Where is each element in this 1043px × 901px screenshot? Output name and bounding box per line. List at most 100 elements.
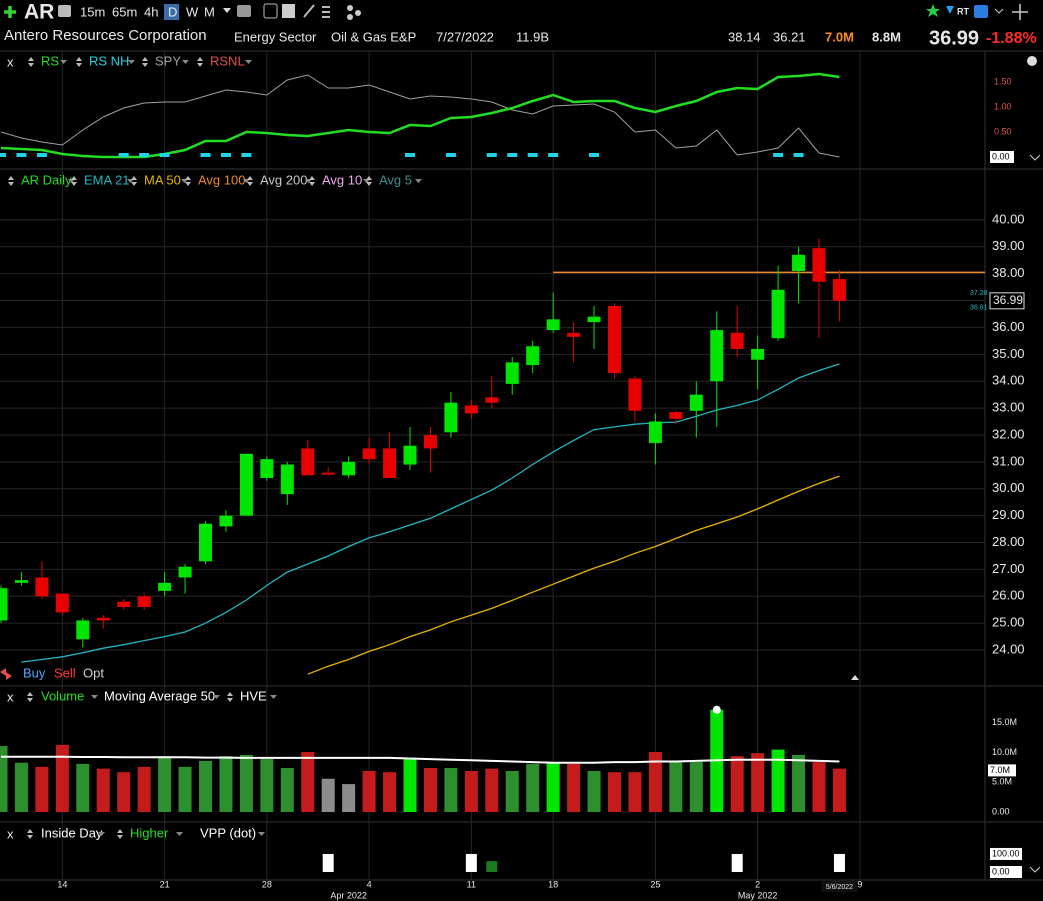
- legend-item[interactable]: Volume: [41, 688, 84, 703]
- legend-item[interactable]: Avg 10: [322, 172, 362, 187]
- dropdown-arrow[interactable]: [258, 832, 265, 836]
- legend-item[interactable]: Higher: [130, 825, 169, 840]
- trade-button[interactable]: Sell: [54, 665, 76, 680]
- trade-button[interactable]: Buy: [23, 665, 46, 680]
- close-button[interactable]: x: [7, 689, 14, 704]
- move-icon[interactable]: [1012, 4, 1028, 20]
- dropdown-arrow[interactable]: [182, 60, 189, 64]
- volume-bar: [423, 768, 437, 813]
- dropdown-arrow[interactable]: [60, 60, 67, 64]
- legend-item[interactable]: RS NH: [89, 53, 129, 68]
- collapse-icon[interactable]: [1029, 866, 1041, 873]
- dropdown-arrow[interactable]: [415, 179, 422, 183]
- toggle-icon[interactable]: [27, 692, 33, 702]
- toggle-icon[interactable]: [117, 829, 123, 839]
- dropdown-arrow[interactable]: [128, 60, 135, 64]
- volume-bar: [608, 772, 621, 813]
- volume-current-box: [988, 764, 1016, 777]
- legend-item[interactable]: Inside Day: [41, 825, 103, 840]
- tools-icon[interactable]: [237, 5, 251, 17]
- close-button[interactable]: x: [7, 54, 14, 69]
- settings-icon[interactable]: [1027, 56, 1037, 66]
- inside-day-bar: [322, 853, 334, 873]
- legend-item[interactable]: SPY: [155, 53, 181, 68]
- x-month-label: May 2022: [738, 890, 778, 900]
- dropdown-icon[interactable]: [994, 8, 1004, 14]
- toggle-icon[interactable]: [247, 176, 253, 186]
- draw-icon[interactable]: [303, 4, 315, 18]
- volume-bar: [96, 768, 110, 813]
- legend-item[interactable]: Avg 5: [379, 172, 412, 187]
- sector: Energy Sector: [234, 29, 317, 44]
- legend-item[interactable]: HVE: [240, 688, 267, 703]
- toggle-icon[interactable]: [76, 57, 82, 67]
- close-button[interactable]: x: [7, 826, 14, 841]
- trade-button[interactable]: Opt: [83, 665, 104, 680]
- interval[interactable]: 4h: [144, 4, 158, 19]
- legend-item[interactable]: MA 50: [144, 172, 181, 187]
- s-icon[interactable]: [974, 5, 988, 18]
- dropdown-arrow[interactable]: [270, 695, 277, 699]
- candle-body: [832, 279, 846, 301]
- toggle-icon[interactable]: [28, 57, 34, 67]
- toggle-icon[interactable]: [309, 176, 315, 186]
- legend-item[interactable]: Avg 200: [260, 172, 307, 187]
- cursor-box: [821, 881, 858, 892]
- volume-bar: [444, 768, 458, 813]
- signal-tick-box: [990, 866, 1022, 879]
- compare-icon[interactable]: [58, 5, 71, 17]
- legend-item[interactable]: Avg 100: [198, 172, 245, 187]
- trade-icon[interactable]: [0, 668, 12, 680]
- legend-item[interactable]: RSNL: [210, 53, 245, 68]
- scroll-icon[interactable]: [851, 675, 859, 680]
- candle-body: [546, 319, 560, 331]
- toggle-icon[interactable]: [142, 57, 148, 67]
- interval[interactable]: M: [204, 4, 215, 19]
- candle-body: [239, 453, 253, 516]
- legend-item[interactable]: Moving Average 50: [104, 688, 215, 703]
- spy-line: [0, 74, 840, 158]
- interval-active: [164, 4, 179, 20]
- volume-bar: [526, 763, 540, 813]
- toggle-icon[interactable]: [197, 57, 203, 67]
- add-icon[interactable]: [4, 6, 16, 18]
- volume-bar: [464, 771, 478, 813]
- interval[interactable]: D: [168, 4, 177, 19]
- symbol[interactable]: AR: [24, 1, 54, 24]
- toggle-icon[interactable]: [8, 176, 14, 186]
- collapse-icon[interactable]: [1029, 154, 1041, 161]
- candle-body: [55, 593, 69, 613]
- layout-icon[interactable]: [263, 3, 278, 19]
- interval[interactable]: W: [186, 4, 199, 19]
- dropdown-arrow[interactable]: [176, 832, 183, 836]
- legend-item[interactable]: RS: [41, 53, 59, 68]
- dropdown-arrow[interactable]: [98, 832, 105, 836]
- dropdown-arrow[interactable]: [91, 695, 98, 699]
- y-tick-label: 0.00: [992, 806, 1010, 816]
- toggle-icon[interactable]: [71, 176, 77, 186]
- share-icon[interactable]: [347, 5, 353, 11]
- interval-dropdown[interactable]: [223, 8, 231, 13]
- interval[interactable]: 65m: [112, 4, 137, 19]
- toggle-icon[interactable]: [185, 176, 191, 186]
- interval[interactable]: 15m: [80, 4, 105, 19]
- toggle-icon[interactable]: [131, 176, 137, 186]
- dropdown-arrow[interactable]: [245, 60, 252, 64]
- volume-bar: [117, 772, 131, 813]
- hve-dot: [712, 705, 721, 714]
- toggle-icon[interactable]: [227, 692, 233, 702]
- y-tick-label: 15.0M: [992, 717, 1017, 727]
- calendar-icon[interactable]: [282, 4, 295, 18]
- toggle-icon[interactable]: [366, 176, 372, 186]
- legend-item[interactable]: VPP (dot): [200, 825, 256, 840]
- candle-body: [587, 316, 601, 323]
- legend-item[interactable]: EMA 21: [84, 172, 130, 187]
- dropdown-arrow[interactable]: [213, 695, 220, 699]
- filter-icon[interactable]: [946, 6, 954, 14]
- rs-nh-marker: [486, 153, 497, 157]
- star-icon[interactable]: [926, 4, 940, 17]
- legend-item[interactable]: AR Daily: [21, 172, 72, 187]
- menu-icon[interactable]: [322, 6, 330, 18]
- realtime-label[interactable]: RT: [957, 6, 969, 16]
- toggle-icon[interactable]: [27, 829, 33, 839]
